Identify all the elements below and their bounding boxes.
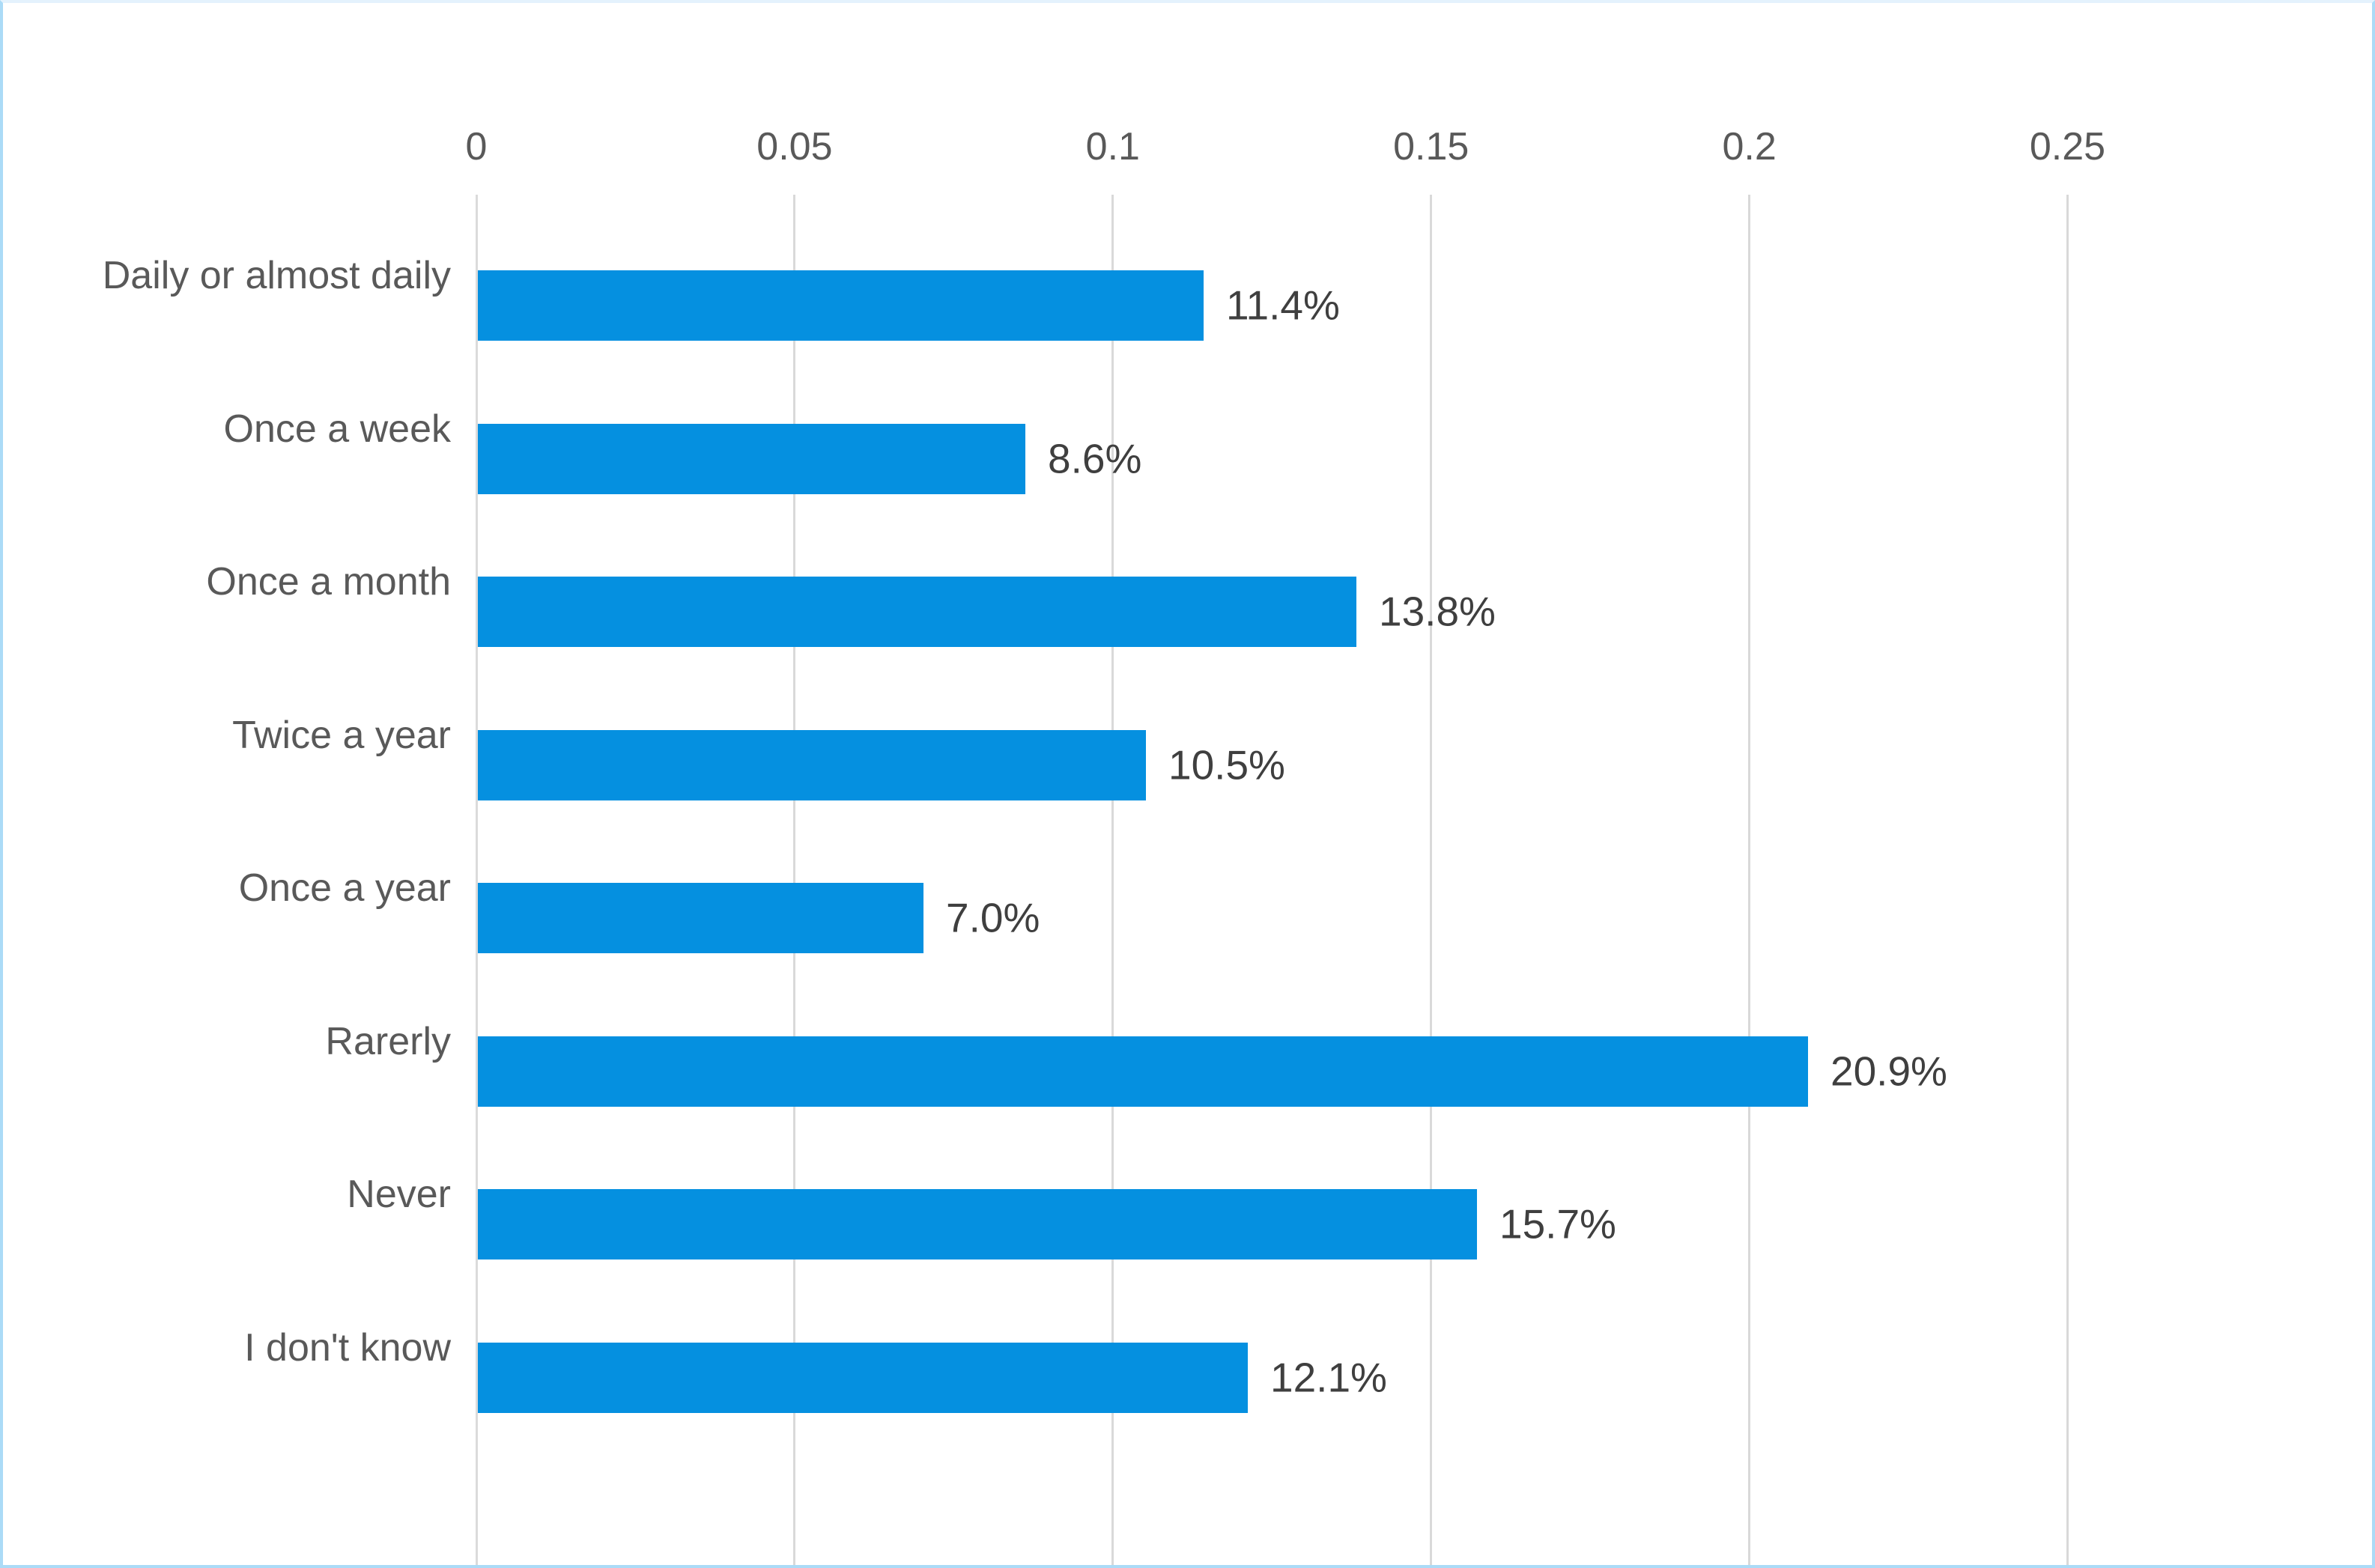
- data-label: 13.8%: [1379, 588, 1496, 635]
- bar: [478, 1036, 1808, 1107]
- data-label: 8.6%: [1048, 435, 1142, 481]
- category-label: Daily or almost daily: [102, 254, 451, 297]
- gridline: [2066, 195, 2069, 1565]
- data-label: 10.5%: [1168, 741, 1285, 788]
- bar: [478, 577, 1356, 647]
- x-axis-tick-label: 0.25: [2029, 125, 2106, 168]
- category-label: I don't know: [244, 1325, 451, 1370]
- category-label: Never: [347, 1173, 451, 1216]
- category-label: Once a month: [206, 560, 451, 604]
- x-axis-tick-label: 0.1: [1085, 125, 1140, 168]
- gridline: [1748, 195, 1751, 1565]
- bar: [478, 729, 1146, 800]
- data-label: 15.7%: [1499, 1200, 1616, 1248]
- bar: [478, 1189, 1477, 1259]
- gridline: [1430, 195, 1433, 1565]
- category-label: Once a week: [223, 407, 452, 451]
- data-label: 11.4%: [1226, 282, 1340, 329]
- bar: [478, 423, 1025, 494]
- bar: [478, 883, 923, 953]
- category-label: Once a year: [238, 866, 451, 910]
- data-label: 7.0%: [946, 894, 1040, 941]
- category-label: Rarerly: [325, 1019, 451, 1063]
- x-axis-tick-label: 0: [465, 125, 488, 168]
- data-label: 12.1%: [1270, 1354, 1387, 1400]
- category-label: Twice a year: [232, 713, 451, 757]
- x-axis-tick-label: 0.2: [1722, 125, 1777, 168]
- x-axis-tick-label: 0.05: [756, 125, 833, 168]
- bar: [478, 1342, 1248, 1413]
- data-label: 20.9%: [1830, 1048, 1947, 1094]
- bar: [478, 270, 1204, 341]
- x-axis-tick-label: 0.15: [1393, 125, 1469, 168]
